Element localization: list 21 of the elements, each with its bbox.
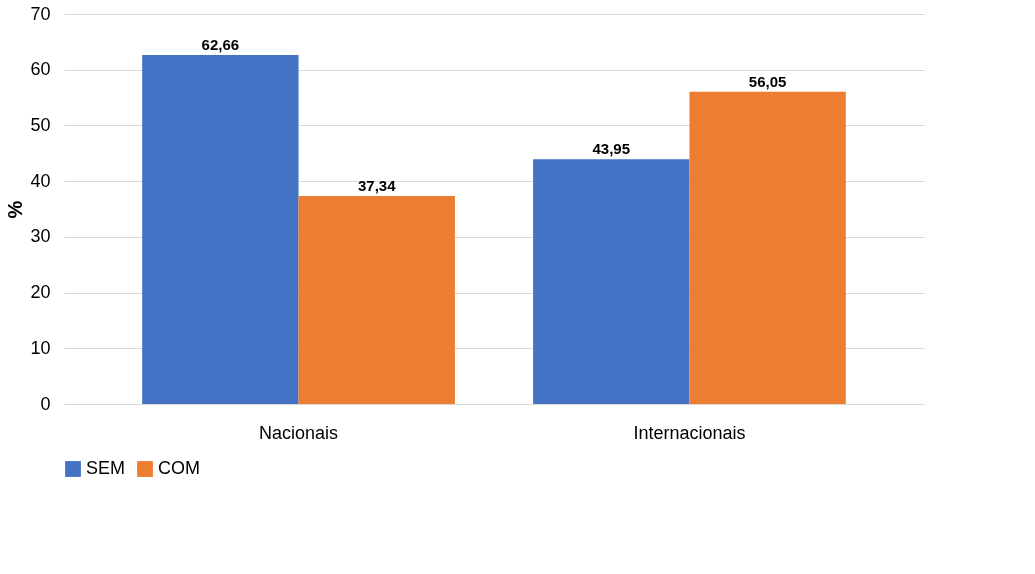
bar	[689, 91, 846, 404]
data-label: 37,34	[357, 176, 397, 194]
bar	[298, 195, 455, 404]
y-tick-label: 70	[30, 3, 51, 24]
y-tick-label: 60	[30, 59, 51, 80]
data-label: 62,66	[201, 35, 240, 53]
data-label: 43,95	[592, 140, 631, 158]
y-tick-label: 50	[30, 114, 51, 135]
legend-label: SEM	[86, 458, 126, 478]
y-axis-title: %	[4, 200, 27, 219]
y-tick-label: 10	[30, 337, 51, 358]
legend-label: COM	[158, 458, 200, 478]
y-tick-label: 40	[30, 170, 51, 191]
y-tick-label: 30	[30, 226, 51, 247]
bar	[533, 159, 690, 404]
y-tick-label: 0	[40, 393, 51, 414]
x-tick-label: Internacionais	[633, 422, 746, 443]
x-tick-label: Nacionais	[259, 422, 339, 443]
data-label: 56,05	[748, 72, 787, 90]
bar	[142, 54, 299, 404]
y-tick-label: 20	[30, 282, 51, 303]
